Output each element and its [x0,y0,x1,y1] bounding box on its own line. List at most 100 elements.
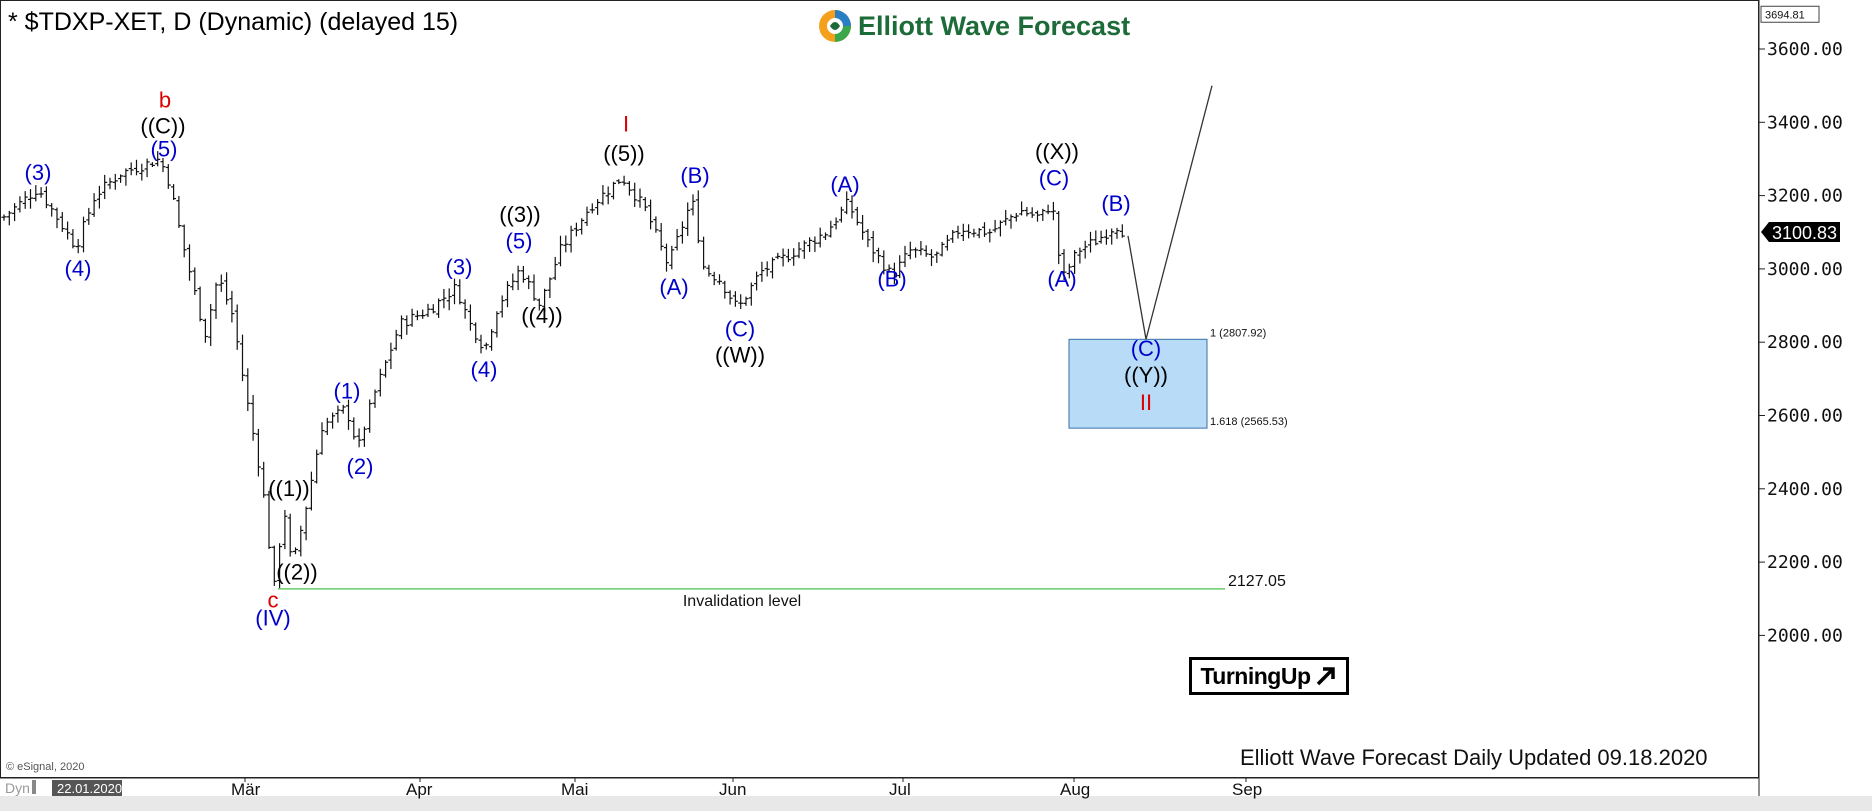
ohlc-bar [685,202,691,236]
ohlc-bar [277,543,283,588]
wave-label: (B) [877,266,906,291]
ohlc-bar [997,220,1003,237]
wave-label: ((5)) [603,141,645,166]
bottom-scroll-strip[interactable] [0,796,1872,811]
invalidation-value: 2127.05 [1228,573,1286,590]
ohlc-bar [128,162,134,176]
ohlc-bar [134,159,139,176]
ohlc-bar [65,221,71,240]
y-top-label: 3694.81 [1765,9,1805,21]
ohlc-bar [197,286,203,322]
ohlc-bar [372,389,378,408]
ohlc-bar [388,342,394,369]
ohlc-bar [17,196,23,213]
ohlc-bars [1,151,1125,588]
ohlc-bar [1056,211,1062,265]
wave-label: (5) [506,228,533,253]
last-price-badge [1761,221,1840,242]
ohlc-bar [70,229,76,249]
chart-title: * $TDXP-XET, D (Dynamic) (delayed 15) [8,8,459,36]
ohlc-bar [293,547,298,555]
ohlc-bar [1066,263,1072,279]
plot-border [0,0,1759,778]
ohlc-bar [271,545,277,586]
ohlc-bar [1109,228,1115,245]
ohlc-bar [499,295,505,318]
x-month-label: Aug [1060,780,1090,799]
x-month-label: Mai [561,780,588,799]
wave-label: (A) [1047,266,1076,291]
ohlc-bar [510,273,516,291]
ohlc-bar [155,151,161,167]
ohlc-bar [187,244,192,281]
ohlc-bar [918,240,924,256]
ohlc-bar [107,177,113,190]
y-tick-label: 3200.00 [1767,186,1843,207]
ohlc-bar [33,185,39,202]
ewf-globe-icon [819,10,851,42]
ohlc-bar [976,227,982,239]
ohlc-bar [823,232,828,241]
ohlc-bar [335,405,341,423]
ohlc-bar [939,241,945,257]
y-tick-label: 3600.00 [1767,39,1843,60]
ohlc-bar [12,203,18,222]
ohlc-bar [452,278,457,305]
ohlc-bar [436,298,442,318]
last-price-label: 3100.83 [1772,223,1837,243]
ohlc-bar [886,264,892,273]
ohlc-bar [897,255,903,279]
wave-label: (1) [334,378,361,403]
ohlc-bar [870,230,876,263]
wave-label: ((C)) [140,113,185,138]
ohlc-bar [929,249,934,267]
ohlc-bar [1061,249,1067,280]
ohlc-bar [600,185,606,206]
y-tick-label: 2600.00 [1767,406,1843,427]
ohlc-bar [112,173,118,190]
wave-label: (5) [151,136,178,161]
ohlc-bar [171,184,177,201]
ohlc-bar [955,225,961,239]
ohlc-bar [467,304,473,331]
ohlc-bar [81,216,86,253]
ohlc-bar [91,193,97,217]
ohlc-bar [770,257,775,279]
wave-label: ((3)) [499,202,541,227]
ohlc-bar [907,241,913,260]
ohlc-bar [1088,231,1093,253]
ohlc-bar [902,245,908,268]
y-tick-label: 3400.00 [1767,112,1843,133]
ohlc-bar [1019,201,1025,216]
ohlc-bar [287,513,293,557]
turning-up-badge: TurningUp [1189,657,1349,695]
wave-label: II [1140,390,1152,415]
ohlc-bar [727,290,733,305]
ohlc-bar [123,168,129,186]
ohlc-bar [563,235,569,253]
wave-label: (3) [25,160,52,185]
wave-label: ((2)) [276,560,318,585]
x-month-label: Jul [889,780,911,799]
x-label-dyn: Dyn [5,780,30,796]
ohlc-bar [547,277,553,298]
wave-label: (IV) [255,606,290,631]
wave-label: (3) [446,254,473,279]
copyright: © eSignal, 2020 [6,761,85,773]
ohlc-bar [1035,210,1040,222]
chart-overlay: 1 (2807.92) 1.618 (2565.53) 2127.05 Invalid… [25,85,1288,631]
ohlc-bar [22,191,28,209]
x-month-label: Sep [1232,780,1262,799]
ohlc-bar [425,303,431,318]
ohlc-bar [1098,230,1104,244]
ohlc-bar [1024,207,1030,217]
update-footer: Elliott Wave Forecast Daily Updated 09.1… [1240,745,1708,770]
ohlc-bar [181,224,187,258]
ohlc-bar [43,186,49,209]
ohlc-bar [1119,224,1125,238]
ohlc-bar [796,242,802,259]
ohlc-bar [356,428,362,448]
ohlc-bar [992,219,998,233]
logo-text: Elliott Wave Forecast [858,10,1131,41]
